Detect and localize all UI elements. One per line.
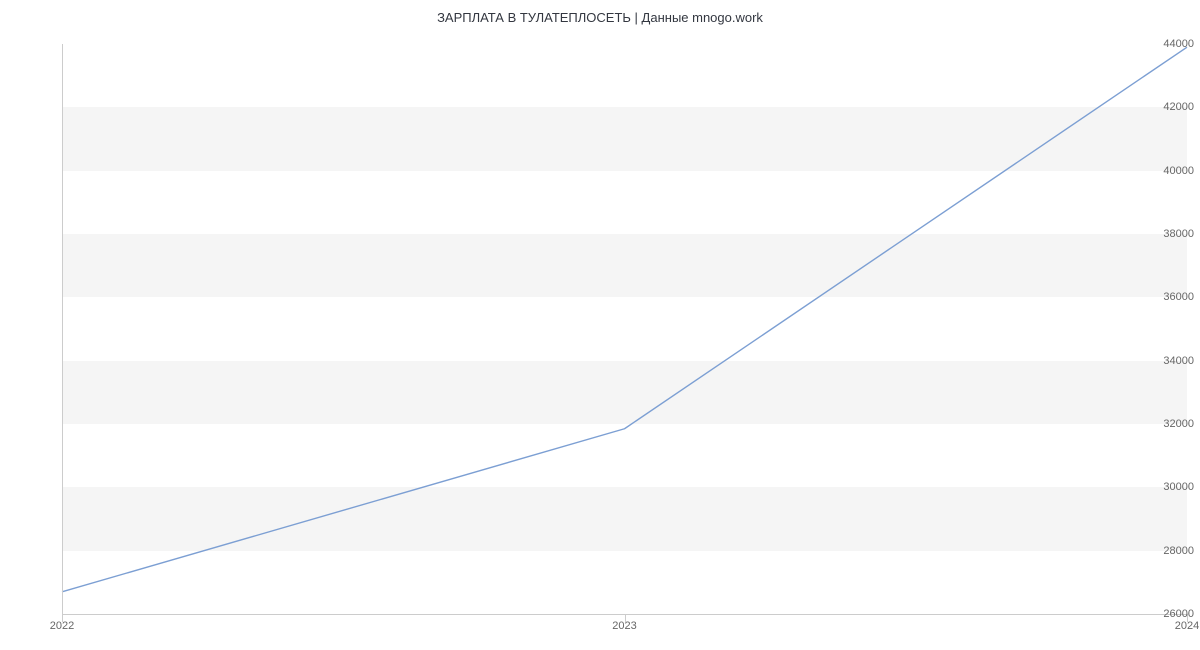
plot-area: [62, 44, 1187, 614]
y-axis-line: [62, 44, 63, 614]
y-tick-label: 34000: [1138, 355, 1200, 367]
y-tick-label: 42000: [1138, 101, 1200, 113]
y-tick-label: 38000: [1138, 228, 1200, 240]
series-line-salary: [62, 47, 1187, 592]
line-layer: [62, 44, 1187, 614]
x-tick-label: 2024: [1175, 614, 1199, 632]
y-tick-label: 28000: [1138, 545, 1200, 557]
x-tick-label: 2022: [50, 614, 74, 632]
y-tick-label: 32000: [1138, 418, 1200, 430]
chart-area: 2600028000300003200034000360003800040000…: [0, 30, 1200, 630]
y-tick-label: 30000: [1138, 481, 1200, 493]
x-tick-label: 2023: [612, 614, 636, 632]
y-tick-label: 40000: [1138, 165, 1200, 177]
y-tick-label: 44000: [1138, 38, 1200, 50]
chart-title: ЗАРПЛАТА В ТУЛАТЕПЛОСЕТЬ | Данные mnogo.…: [0, 0, 1200, 31]
y-tick-label: 36000: [1138, 291, 1200, 303]
